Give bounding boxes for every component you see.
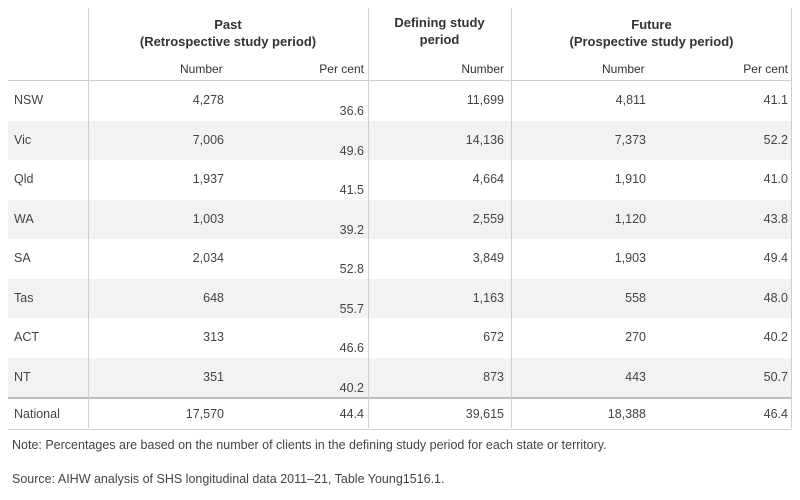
defining-number-cell: 4,664 [472, 172, 504, 186]
past-number-cell: 313 [203, 330, 224, 344]
past-number-cell: 4,278 [192, 93, 224, 107]
future-number-cell: 443 [625, 369, 646, 384]
future-percent-cell: 49.4 [763, 251, 788, 265]
state-cell: Qld [14, 172, 34, 186]
subheader-defining-number: Number [461, 62, 504, 76]
future-percent-cell: 52.2 [763, 132, 788, 147]
past-percent-cell: 55.7 [339, 301, 364, 316]
defining-number-cell: 2,559 [472, 211, 504, 226]
header-future: Future (Prospective study period) [511, 16, 792, 50]
defining-number-cell: 1,163 [472, 290, 504, 305]
column-divider [511, 8, 512, 428]
footnote-note: Note: Percentages are based on the numbe… [12, 438, 607, 452]
state-cell: SA [14, 251, 31, 265]
future-percent-cell: 50.7 [763, 369, 788, 384]
header-future-title: Future [631, 17, 672, 32]
column-divider [88, 8, 89, 428]
defining-number-cell: 14,136 [465, 132, 504, 147]
future-number-cell: 1,120 [614, 211, 646, 226]
past-percent-cell: 40.2 [339, 380, 364, 395]
table-row: SA 2,034 52.8 3,849 1,903 49.4 [8, 239, 792, 279]
past-number-cell: 7,006 [192, 132, 224, 147]
column-divider [368, 8, 369, 428]
table-header: Past (Retrospective study period) Defini… [8, 8, 792, 81]
table-row: NT 351 40.2 873 443 50.7 [8, 357, 792, 397]
past-percent-cell: 39.2 [339, 222, 364, 237]
data-table: Past (Retrospective study period) Defini… [8, 8, 792, 430]
header-past-title: Past [214, 17, 242, 32]
future-percent-cell: 43.8 [763, 211, 788, 226]
table-row: NSW 4,278 36.6 11,699 4,811 41.1 [8, 81, 792, 121]
table-row: Vic 7,006 49.6 14,136 7,373 52.2 [8, 120, 792, 160]
defining-number-cell: 873 [483, 369, 504, 384]
past-number-cell: 2,034 [192, 251, 224, 265]
state-cell: NSW [14, 93, 44, 107]
table-body: NSW 4,278 36.6 11,699 4,811 41.1 Vic 7,006 49.6 1… [8, 81, 792, 430]
future-number-cell: 4,811 [615, 93, 646, 107]
past-percent-cell: 52.8 [339, 262, 364, 276]
header-defining-subtitle: period [419, 32, 460, 47]
header-defining-title: Defining study [394, 15, 485, 30]
future-percent-cell: 46.4 [763, 407, 788, 421]
past-number-cell: 1,003 [192, 211, 224, 226]
future-percent-cell: 48.0 [763, 290, 788, 305]
past-number-cell: 648 [203, 290, 224, 305]
state-cell: Vic [14, 132, 32, 147]
state-cell: ACT [14, 330, 39, 344]
state-cell: WA [14, 211, 34, 226]
defining-number-cell: 672 [483, 330, 504, 344]
subheader-past-number: Number [180, 62, 223, 76]
defining-number-cell: 3,849 [472, 251, 504, 265]
header-future-subtitle: (Prospective study period) [569, 34, 734, 49]
state-cell: National [14, 407, 60, 421]
table-row: WA 1,003 39.2 2,559 1,120 43.8 [8, 199, 792, 239]
future-number-cell: 7,373 [614, 132, 646, 147]
future-percent-cell: 40.2 [763, 330, 788, 344]
table-row: Tas 648 55.7 1,163 558 48.0 [8, 278, 792, 318]
header-defining: Defining study period [368, 14, 511, 48]
future-number-cell: 558 [625, 290, 646, 305]
defining-number-cell: 11,699 [466, 93, 504, 107]
past-number-cell: 1,937 [192, 172, 224, 186]
footnote-source: Source: AIHW analysis of SHS longitudina… [12, 472, 445, 486]
past-percent-cell: 49.6 [339, 143, 364, 158]
header-past-subtitle: (Retrospective study period) [139, 34, 317, 49]
future-number-cell: 270 [625, 330, 646, 344]
future-percent-cell: 41.0 [763, 172, 788, 186]
table-row: ACT 313 46.6 672 270 40.2 [8, 318, 792, 358]
future-number-cell: 18,388 [607, 407, 646, 421]
table-row-national: National 17,570 44.4 39,615 18,388 46.4 [8, 397, 792, 430]
state-cell: Tas [14, 290, 34, 305]
past-percent-cell: 41.5 [339, 183, 364, 197]
future-number-cell: 1,903 [614, 251, 646, 265]
header-past: Past (Retrospective study period) [88, 16, 368, 50]
defining-number-cell: 39,615 [465, 407, 504, 421]
past-number-cell: 351 [203, 369, 224, 384]
subheader-past-percent: Per cent [319, 62, 364, 76]
past-percent-cell: 36.6 [339, 104, 364, 118]
past-percent-cell: 44.4 [339, 407, 364, 421]
past-percent-cell: 46.6 [339, 341, 364, 355]
future-number-cell: 1,910 [614, 172, 646, 186]
state-cell: NT [14, 369, 31, 384]
column-divider [791, 8, 792, 428]
future-percent-cell: 41.1 [763, 93, 788, 107]
past-number-cell: 17,570 [185, 407, 224, 421]
subheader-future-number: Number [602, 62, 645, 76]
table-row: Qld 1,937 41.5 4,664 1,910 41.0 [8, 160, 792, 200]
subheader-future-percent: Per cent [743, 62, 788, 76]
